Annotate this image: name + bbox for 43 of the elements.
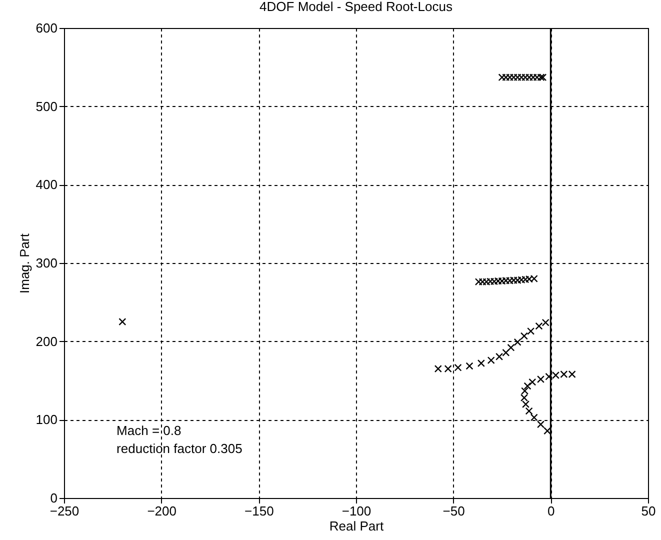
point	[542, 318, 550, 326]
point	[527, 327, 535, 335]
y-tick-label: 300	[36, 256, 58, 270]
y-tick-label: 600	[36, 20, 58, 36]
point	[535, 322, 543, 330]
point	[521, 387, 529, 395]
y-tick-label: 0	[50, 490, 58, 506]
y-tick-label: 100	[36, 412, 58, 428]
y-axis-title: Imag. Part	[16, 233, 32, 294]
point	[522, 400, 530, 408]
point	[466, 362, 474, 370]
y-tick-label: 200	[36, 334, 58, 349]
annotation: reduction factor 0.305	[116, 441, 242, 456]
annotation: Mach = 0.8	[116, 423, 182, 438]
x-tick-label: 0	[548, 504, 555, 518]
point	[502, 348, 510, 356]
point	[454, 364, 462, 372]
y-tick-label: 400	[36, 177, 58, 192]
x-tick-label: −100	[342, 504, 372, 518]
point	[514, 338, 522, 346]
point	[520, 394, 528, 402]
x-tick-label: −50	[442, 504, 465, 518]
point	[496, 352, 504, 360]
point	[487, 356, 495, 364]
point	[524, 382, 532, 390]
point	[520, 332, 528, 340]
x-tick-label: 50	[641, 504, 656, 518]
y-tick-label: 500	[36, 98, 58, 114]
x-tick-label: −200	[147, 504, 176, 518]
point	[507, 344, 515, 352]
point	[525, 407, 533, 415]
x-tick-label: −150	[244, 504, 274, 518]
point	[536, 420, 544, 428]
point	[528, 378, 536, 386]
x-axis-title: Real Part	[329, 518, 384, 534]
point	[536, 375, 544, 384]
x-tick-label: −250	[50, 504, 80, 518]
point	[434, 364, 442, 373]
point	[118, 318, 126, 326]
point	[530, 414, 538, 422]
point	[477, 360, 485, 368]
point	[444, 364, 452, 373]
chart-title: 4DOF Model - Speed Root-Locus	[260, 0, 453, 14]
